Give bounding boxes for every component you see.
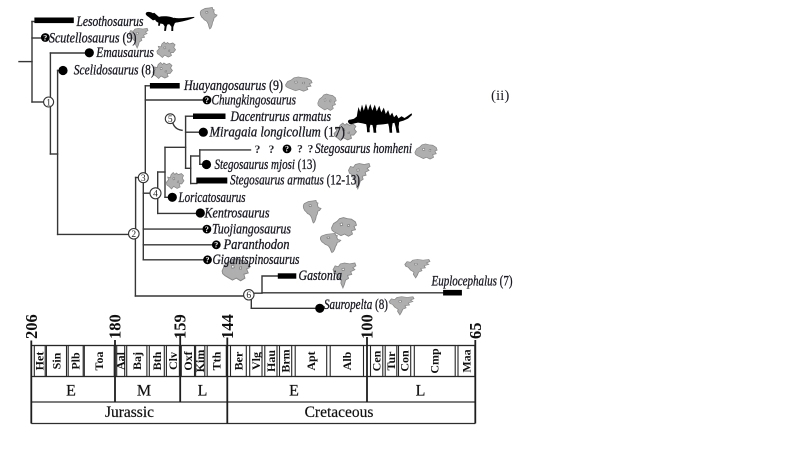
svg-text:Het: Het [33, 352, 47, 371]
svg-text:2: 2 [131, 230, 136, 240]
svg-text:Emausaurus: Emausaurus [95, 45, 154, 61]
svg-text:Kentrosaurus: Kentrosaurus [204, 205, 270, 221]
svg-text:Huayangosaurus (9): Huayangosaurus (9) [183, 78, 283, 94]
svg-text:Sin: Sin [49, 352, 63, 369]
svg-text:Stegosaurus armatus (12-13): Stegosaurus armatus (12-13) [230, 173, 360, 189]
svg-text:Oxf: Oxf [181, 350, 195, 370]
svg-text:Gigantspinosaurus: Gigantspinosaurus [213, 252, 300, 268]
svg-text:Scelidosaurus (8): Scelidosaurus (8) [74, 63, 155, 79]
svg-text:?: ? [297, 143, 303, 155]
svg-text:Stegosaurus mjosi (13): Stegosaurus mjosi (13) [215, 157, 317, 173]
svg-text:M: M [137, 383, 151, 400]
svg-text:Sauropelta (8): Sauropelta (8) [324, 297, 388, 313]
svg-text:5: 5 [168, 115, 173, 125]
svg-text:Brm: Brm [279, 349, 293, 372]
svg-text:Scutellosaurus (9): Scutellosaurus (9) [49, 31, 137, 47]
svg-text:?: ? [269, 144, 275, 156]
svg-text:(ii): (ii) [491, 88, 509, 104]
svg-text:159: 159 [171, 314, 190, 339]
svg-text:Toa: Toa [92, 352, 106, 371]
svg-text:Jurassic: Jurassic [105, 404, 154, 421]
svg-text:?: ? [255, 144, 261, 156]
svg-text:Kim: Kim [193, 350, 207, 373]
svg-text:Hau: Hau [264, 350, 278, 372]
svg-text:Tur: Tur [384, 351, 398, 371]
svg-text:?: ? [205, 225, 209, 234]
svg-text:Dacentrurus armatus: Dacentrurus armatus [230, 109, 332, 125]
svg-text:Chungkingosaurus: Chungkingosaurus [212, 92, 297, 108]
svg-text:?: ? [308, 143, 314, 155]
svg-text:Lesothosaurus: Lesothosaurus [76, 14, 144, 30]
svg-text:Gastonia: Gastonia [299, 268, 343, 284]
svg-text:?: ? [285, 145, 289, 154]
svg-text:Miragaia longicollum (17): Miragaia longicollum (17) [209, 125, 346, 141]
svg-text:Cen: Cen [370, 350, 384, 371]
svg-text:6: 6 [246, 291, 251, 301]
svg-text:?: ? [214, 241, 218, 250]
svg-text:Apt: Apt [304, 351, 318, 370]
svg-text:65: 65 [466, 323, 485, 340]
svg-text:Alb: Alb [340, 351, 354, 370]
svg-text:Paranthodon: Paranthodon [223, 237, 290, 253]
svg-text:3: 3 [141, 174, 146, 184]
svg-text:Con: Con [398, 350, 412, 372]
svg-text:Baj: Baj [130, 352, 144, 370]
svg-text:Tuojiangosaurus: Tuojiangosaurus [212, 222, 291, 238]
svg-text:Euplocephalus (7): Euplocephalus (7) [431, 274, 513, 290]
svg-text:?: ? [43, 33, 47, 42]
svg-text:L: L [198, 383, 208, 400]
svg-text:?: ? [205, 96, 209, 105]
svg-text:Tth: Tth [210, 351, 224, 370]
svg-text:Plb: Plb [69, 352, 83, 370]
svg-text:Loricatosaurus: Loricatosaurus [178, 190, 246, 206]
svg-text:Vlg: Vlg [249, 352, 263, 370]
svg-text:Stegosaurus homheni: Stegosaurus homheni [315, 141, 412, 157]
svg-text:E: E [289, 383, 299, 400]
svg-text:206: 206 [22, 314, 41, 339]
svg-text:Cretaceous: Cretaceous [305, 404, 374, 421]
svg-text:144: 144 [218, 314, 237, 339]
svg-text:E: E [66, 383, 76, 400]
svg-text:L: L [416, 383, 426, 400]
svg-text:4: 4 [153, 190, 158, 200]
svg-text:Bth: Bth [150, 351, 164, 370]
svg-text:Aal: Aal [114, 351, 128, 370]
svg-text:1: 1 [46, 98, 51, 108]
svg-text:Ber: Ber [231, 351, 245, 370]
svg-text:Cmp: Cmp [428, 348, 442, 374]
svg-text:100: 100 [358, 314, 377, 339]
svg-text:180: 180 [106, 314, 125, 339]
svg-text:Maa: Maa [459, 349, 473, 372]
svg-text:Clv: Clv [166, 352, 180, 370]
svg-text:?: ? [206, 256, 210, 265]
